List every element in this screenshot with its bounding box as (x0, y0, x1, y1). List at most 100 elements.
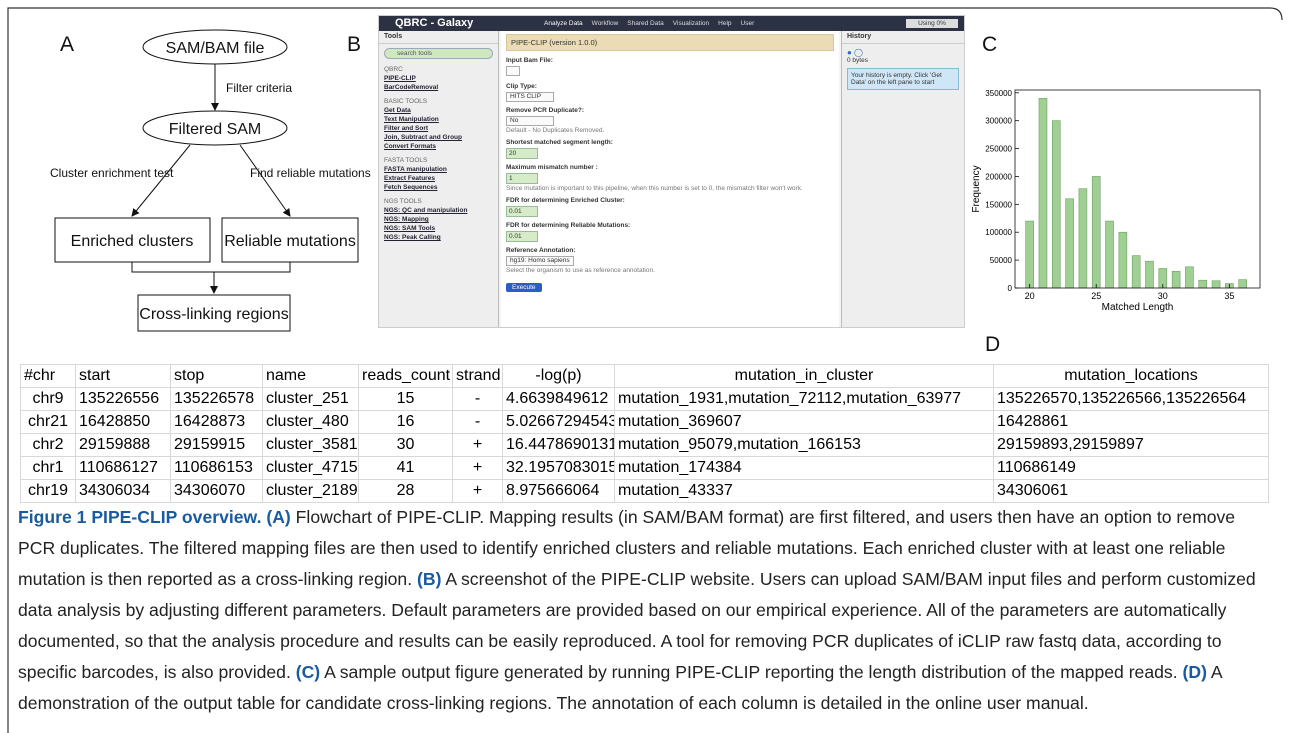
tool-form: PIPE-CLIP (version 1.0.0) Input Bam File… (501, 31, 839, 327)
table-cell: mutation_1931,mutation_72112,mutation_63… (614, 387, 994, 411)
section-title: QBRC (384, 66, 403, 73)
tool-link[interactable]: NGS: Peak Calling (384, 234, 441, 241)
nav-item[interactable]: Shared Data (627, 20, 664, 27)
table-cell: 16 (358, 410, 453, 434)
edge-label: Find reliable mutations (250, 166, 371, 180)
input[interactable]: 20 (506, 148, 538, 159)
caption-text: A screenshot of the PIPE-CLIP website. U… (18, 569, 1256, 682)
node-shape (137, 294, 291, 332)
x-tick-label: 25 (1091, 291, 1101, 301)
header-cell: stop (170, 364, 263, 388)
tool-panel: Tools search tools QBRC PIPE-CLIP BarCodeR… (379, 31, 499, 327)
field: FDR for determining Reliable Mutations: 0… (506, 222, 834, 242)
table-cell: cluster_251 (262, 387, 359, 411)
input[interactable]: 0.01 (506, 231, 538, 242)
nav-item[interactable]: Help (718, 20, 732, 27)
nav-item[interactable]: User (740, 20, 755, 27)
field: FDR for determining Enriched Cluster: 0.0… (506, 197, 834, 217)
tool-link[interactable]: Text Manipulation (384, 116, 439, 123)
y-tick-label: 350000 (985, 89, 1012, 98)
table-cell: 135226556 (75, 387, 171, 411)
output-table: #chr start stop name reads_count strand -log(p… (20, 364, 1269, 503)
bar (1091, 176, 1101, 289)
section-title: BASIC TOOLS (384, 98, 428, 105)
x-axis-label: Matched Length (1102, 302, 1174, 313)
panel-label: A (60, 33, 75, 56)
tool-link[interactable]: NGS: QC and manipulation (384, 207, 468, 214)
bar (1051, 120, 1061, 289)
caption: Figure 1 PIPE-CLIP overview. (A) Flowcha… (18, 502, 1276, 719)
table-cell: mutation_43337 (614, 479, 994, 503)
table-cell: 16428850 (75, 410, 171, 434)
histogram: 0 50000 100000 150000 200000 250000 300000 3500… (971, 89, 1261, 313)
y-axis-label: Frequency (971, 165, 982, 212)
header-cell: start (75, 364, 171, 388)
nav-item[interactable]: Visualization (672, 20, 710, 27)
table-cell: cluster_4715 (262, 456, 359, 480)
tool-link[interactable]: Fetch Sequences (384, 184, 438, 191)
bar (1171, 270, 1181, 289)
tool-link[interactable]: Filter and Sort (384, 125, 429, 132)
panel-label: C (982, 33, 998, 56)
select[interactable]: No (506, 116, 554, 126)
y-tick-label: 100000 (985, 228, 1012, 237)
field-label: FDR for determining Enriched Cluster: (506, 197, 625, 204)
table-cell: 29159888 (75, 433, 171, 457)
tool-link[interactable]: Join, Subtract and Group (384, 134, 463, 141)
table-row: chr9 135226556 135226578 cluster_251 15-4.66… (20, 387, 1269, 411)
tool-link[interactable]: NGS: SAM Tools (384, 225, 436, 232)
header-cell: mutation_locations (993, 364, 1269, 388)
x-tick-label: 35 (1224, 291, 1234, 301)
bar (1065, 198, 1074, 289)
node-label: SAM/BAM file (166, 40, 265, 57)
y-tick-label: 50000 (990, 256, 1013, 265)
tool-link[interactable]: FASTA manipulation (384, 166, 447, 173)
field-help: Select the organism to use as reference … (506, 267, 655, 274)
header-cell: mutation_in_cluster (614, 364, 994, 388)
field: Shortest matched segment length: 20 (506, 139, 834, 159)
input[interactable]: 0.01 (506, 206, 538, 217)
caption-bold: (B) (417, 569, 442, 589)
table-cell: 16428861 (993, 410, 1269, 434)
bar (1025, 220, 1034, 289)
bar (1131, 255, 1141, 289)
y-tick-label: 0 (1008, 284, 1013, 293)
table-cell: 32.1957083015 (502, 456, 615, 480)
field-label: Clip Type: (506, 83, 537, 90)
execute-button[interactable]: Execute (506, 283, 542, 292)
caption-text: Flowchart of PIPE-CLIP. Mapping results … (18, 507, 1236, 589)
section-title: FASTA TOOLS (384, 157, 428, 164)
node-label: Enriched clusters (71, 233, 194, 250)
table-cell: cluster_2189 (262, 479, 359, 503)
tool-link[interactable]: Extract Features (384, 175, 435, 182)
select[interactable]: HITS CLIP (506, 92, 554, 102)
panel-title: Tools (379, 33, 498, 44)
tool-link[interactable]: Convert Formats (384, 143, 437, 150)
table-cell: 34306070 (170, 479, 263, 503)
bar (1185, 266, 1194, 289)
history-message: Your history is empty. Click 'Get Data' … (847, 68, 959, 90)
table-cell: 110686153 (170, 456, 263, 480)
header-cell: strand (452, 364, 503, 388)
table-cell: 4.6639849612 (502, 387, 615, 411)
tool-link[interactable]: PIPE-CLIP (384, 75, 416, 82)
table-cell: 34306034 (75, 479, 171, 503)
section-title: NGS TOOLS (384, 198, 422, 205)
tool-link[interactable]: BarCodeRemoval (384, 84, 439, 91)
search-box[interactable]: search tools (384, 48, 493, 59)
select[interactable] (506, 66, 520, 76)
galaxy-screenshot: QBRC - Galaxy Analyze Data Workflow Shared… (378, 15, 965, 328)
tool-link[interactable]: NGS: Mapping (384, 216, 429, 223)
tool-link[interactable]: Get Data (384, 107, 411, 114)
nav-item[interactable]: Analyze Data (544, 20, 583, 27)
field: Input Bam File: (506, 57, 834, 78)
bar (1105, 220, 1114, 289)
table-cell: mutation_369607 (614, 410, 994, 434)
bar (1238, 279, 1247, 289)
input[interactable]: 1 (506, 173, 538, 184)
panel-label: B (347, 33, 362, 56)
select[interactable]: hg19: Homo sapiens (506, 256, 574, 266)
field: Reference Annotation: hg19: Homo sapiens S… (506, 247, 834, 274)
nav-item[interactable]: Workflow (591, 20, 619, 27)
figure-frame (7, 7, 1283, 733)
